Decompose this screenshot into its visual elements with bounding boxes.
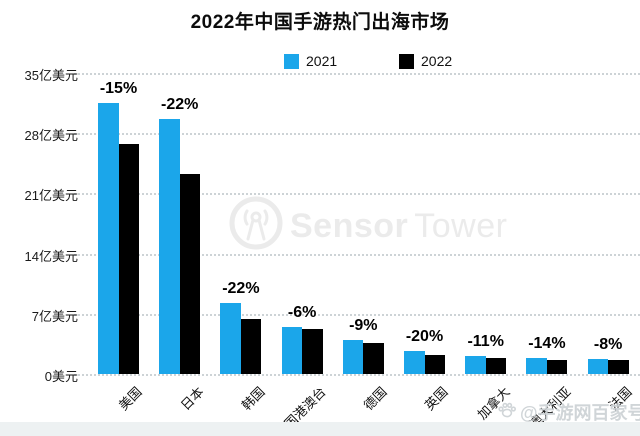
x-axis-category-label: 英国 bbox=[422, 384, 452, 414]
legend-label-2022: 2022 bbox=[421, 53, 453, 69]
bar-2021-0 bbox=[98, 103, 119, 374]
x-axis-category-label: 加拿大 bbox=[474, 384, 513, 423]
gridline-14 bbox=[74, 253, 640, 256]
change-label-3: -6% bbox=[287, 303, 317, 321]
x-axis-category-label: 法国 bbox=[605, 384, 635, 414]
gridline-0 bbox=[74, 374, 640, 376]
bar-2021-7 bbox=[526, 357, 547, 374]
legend-swatch-2022-icon bbox=[399, 53, 414, 69]
gridline-7 bbox=[74, 313, 640, 316]
bar-2022-4 bbox=[363, 343, 384, 374]
bar-2022-2 bbox=[240, 318, 262, 374]
bar-2021-2 bbox=[220, 303, 241, 374]
change-label-1: -22% bbox=[161, 95, 199, 113]
bottom-strip bbox=[0, 422, 640, 436]
y-axis-tick-label: 21亿美元 bbox=[24, 188, 78, 204]
bar-2022-3 bbox=[302, 329, 323, 374]
chart-title: 2022年中国手游热门出海市场 bbox=[190, 12, 450, 33]
change-label-0: -15% bbox=[99, 80, 138, 98]
bar-2022-5 bbox=[424, 355, 445, 374]
y-axis-tick-label: 0美元 bbox=[44, 369, 78, 384]
change-label-2: -22% bbox=[222, 280, 260, 298]
change-label-8: -8% bbox=[593, 336, 623, 354]
y-axis-tick-label: 35亿美元 bbox=[24, 68, 78, 83]
bar-2022-8 bbox=[608, 360, 629, 374]
gridline-28 bbox=[74, 133, 640, 136]
sensortower-brand-light: Tower bbox=[414, 206, 508, 245]
sensortower-logo-icon bbox=[228, 195, 284, 256]
change-label-7: -14% bbox=[528, 334, 566, 352]
bar-2022-0 bbox=[118, 143, 139, 374]
x-axis-category-label: 德国 bbox=[361, 384, 391, 414]
bar-2022-6 bbox=[485, 357, 507, 374]
bar-2022-7 bbox=[546, 360, 568, 374]
change-label-4: -9% bbox=[349, 316, 378, 334]
bar-2021-1 bbox=[159, 118, 180, 374]
legend-label-2021: 2021 bbox=[306, 53, 338, 69]
y-axis-tick-label: 28亿美元 bbox=[24, 128, 78, 144]
bar-2021-5 bbox=[404, 350, 425, 374]
bar-2022-1 bbox=[179, 174, 201, 374]
gridline-21 bbox=[74, 193, 640, 196]
legend-swatch-2021-icon bbox=[284, 53, 299, 69]
x-axis-category-label: 日本 bbox=[177, 384, 207, 414]
bar-2021-4 bbox=[342, 339, 364, 374]
bar-2021-6 bbox=[465, 355, 486, 374]
legend-item-2022: 2022 bbox=[399, 53, 452, 69]
legend-item-2021: 2021 bbox=[284, 53, 337, 69]
bar-2021-8 bbox=[587, 359, 609, 374]
x-axis-category-label: 美国 bbox=[116, 384, 146, 414]
change-label-5: -20% bbox=[405, 327, 444, 345]
y-axis-tick-label: 7亿美元 bbox=[31, 308, 78, 324]
x-axis-category-label: 韩国 bbox=[238, 384, 268, 414]
bar-2021-3 bbox=[281, 326, 303, 374]
sensortower-brand-bold: Sensor bbox=[290, 206, 409, 245]
change-label-6: -11% bbox=[467, 332, 504, 350]
y-axis-tick-label: 14亿美元 bbox=[24, 248, 78, 264]
sensortower-watermark: Sensor Tower bbox=[228, 195, 507, 256]
gridline-35 bbox=[74, 73, 640, 75]
